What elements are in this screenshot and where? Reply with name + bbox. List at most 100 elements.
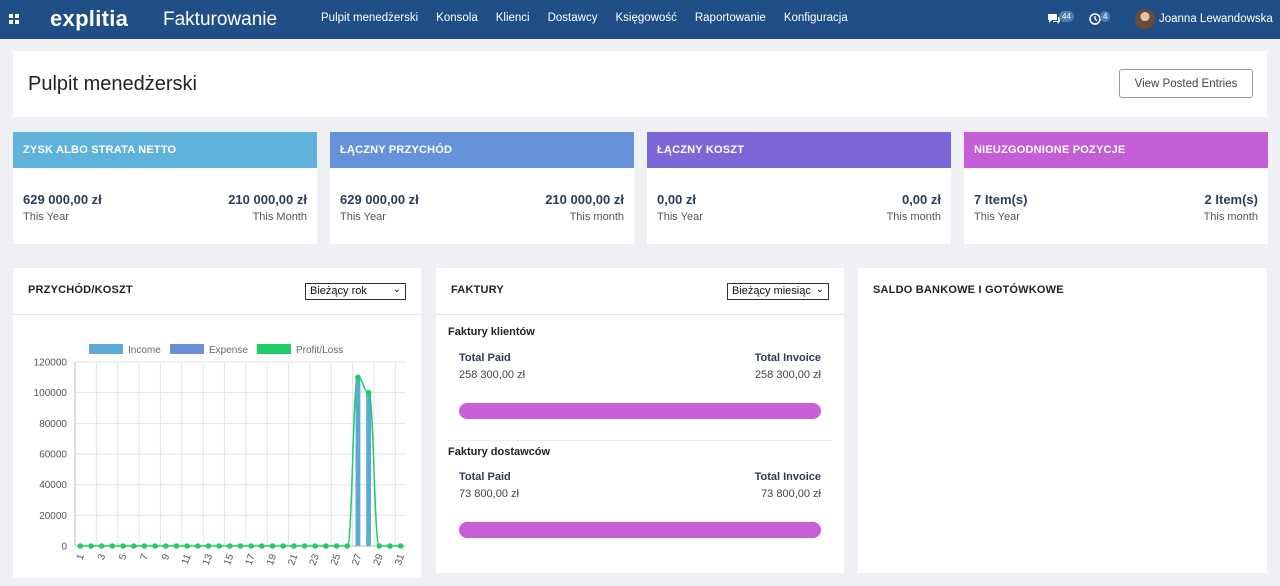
apps-grid-icon[interactable] (9, 14, 19, 24)
kpi-card-net-profit: ZYSK ALBO STRATA NETTO 629 000,00 zł Thi… (13, 132, 317, 244)
chat-icon[interactable]: 44 (1047, 11, 1074, 30)
page-header-card: Pulpit menedżerski View Posted Entries (13, 51, 1267, 117)
legend-label: Profit/Loss (296, 345, 343, 356)
x-tick-label: 23 (308, 552, 322, 567)
x-tick-label: 27 (350, 552, 364, 567)
income-bar (355, 377, 361, 546)
profit-loss-point (397, 543, 404, 549)
x-tick-label: 3 (96, 552, 108, 561)
profit-loss-point (98, 543, 105, 549)
income-bar (366, 392, 372, 546)
nav-item-raportowanie[interactable]: Raportowanie (694, 12, 766, 24)
kpi-left-value: 629 000,00 zł (23, 192, 102, 207)
kpi-right-label: This Month (252, 211, 307, 223)
profit-loss-point (355, 374, 361, 381)
revenue-cost-panel: PRZYCHÓD/KOSZT Bieżący rok ⌄ Income Expen… (13, 268, 421, 578)
x-tick-label: 17 (244, 552, 258, 567)
invoices-panel: FAKTURY Bieżący miesiąc ⌄ Faktury klient… (436, 268, 844, 573)
legend-swatch (170, 344, 204, 354)
logo[interactable]: explitia (50, 6, 129, 31)
kpi-right-label: This month (1203, 211, 1258, 223)
nav-item-konfiguracja[interactable]: Konfiguracja (783, 12, 848, 24)
x-tick-label: 9 (160, 552, 172, 561)
profit-loss-point (184, 543, 190, 549)
x-tick-label: 21 (286, 552, 300, 567)
page-title: Pulpit menedżerski (28, 73, 197, 95)
chevron-down-icon: ⌄ (392, 284, 401, 295)
profit-loss-point (387, 543, 393, 549)
x-tick-label: 5 (117, 552, 129, 561)
legend-swatch (257, 344, 291, 354)
kpi-left-label: This Year (23, 211, 69, 223)
x-tick-label: 7 (139, 552, 151, 561)
view-posted-entries-button[interactable]: View Posted Entries (1119, 69, 1253, 98)
profit-loss-point (280, 543, 287, 549)
profit-loss-point (344, 543, 351, 549)
client-total-paid-label: Total Paid (459, 352, 511, 364)
nav-item-konsola[interactable]: Konsola (436, 12, 478, 24)
profit-loss-point (194, 543, 201, 549)
nav-item-dostawcy[interactable]: Dostawcy (547, 12, 598, 24)
kpi-card-unreconciled: NIEUZGODNIONE POZYCJE 7 Item(s) This Yea… (964, 132, 1268, 244)
activity-count-badge: 4 (1100, 11, 1111, 22)
panel-title: PRZYCHÓD/KOSZT (28, 284, 133, 296)
profit-loss-point (259, 543, 265, 549)
activity-clock-icon[interactable]: 4 (1089, 11, 1111, 30)
panel-title: SALDO BANKOWE I GOTÓWKOWE (873, 284, 1064, 296)
x-tick-label: 11 (180, 552, 194, 566)
panel-title: FAKTURY (451, 284, 504, 296)
y-tick-label: 40000 (39, 480, 67, 491)
x-tick-label: 1 (75, 552, 87, 561)
nav-item-pulpit[interactable]: Pulpit menedżerski (321, 12, 419, 24)
kpi-card-total-cost: ŁĄCZNY KOSZT 0,00 zł This Year 0,00 zł T… (647, 132, 951, 244)
avatar[interactable] (1135, 9, 1155, 29)
supplier-payment-progress-bar (459, 522, 821, 538)
legend-label: Income (128, 345, 161, 356)
profit-loss-point (301, 543, 308, 549)
supplier-total-paid-label: Total Paid (459, 471, 511, 483)
kpi-title: ŁĄCZNY PRZYCHÓD (330, 132, 634, 168)
kpi-right-label: This month (886, 211, 941, 223)
profit-loss-point (88, 543, 94, 549)
profit-loss-point (216, 543, 222, 549)
client-invoices-title: Faktury klientów (448, 326, 535, 338)
kpi-left-value: 7 Item(s) (974, 192, 1028, 207)
profit-loss-point (162, 543, 169, 549)
y-tick-label: 120000 (34, 358, 68, 369)
kpi-left-label: This Year (340, 211, 386, 223)
profit-loss-point (120, 543, 126, 549)
profit-loss-point (141, 543, 148, 549)
divider (436, 314, 844, 315)
nav-item-klienci[interactable]: Klienci (495, 12, 530, 24)
divider (448, 440, 832, 441)
legend-swatch (89, 344, 123, 354)
kpi-right-value: 210 000,00 zł (545, 192, 624, 207)
main-nav: Pulpit menedżerski Konsola Klienci Dosta… (321, 12, 866, 24)
period-select[interactable]: Bieżący rok ⌄ (305, 283, 406, 300)
profit-loss-point (77, 543, 84, 549)
supplier-total-paid-value: 73 800,00 zł (459, 488, 519, 500)
client-total-invoice-label: Total Invoice (754, 352, 821, 364)
x-tick-label: 13 (201, 552, 215, 567)
x-tick-label: 31 (393, 552, 407, 567)
profit-loss-point (237, 543, 244, 549)
nav-item-ksiegowosc[interactable]: Księgowość (615, 12, 677, 24)
profit-loss-point (248, 543, 254, 549)
user-name[interactable]: Joanna Lewandowska (1159, 13, 1273, 25)
profit-loss-point (227, 543, 233, 549)
x-tick-label: 19 (265, 552, 279, 567)
client-total-paid-value: 258 300,00 zł (459, 369, 526, 381)
app-name: Fakturowanie (163, 9, 278, 30)
invoice-period-select[interactable]: Bieżący miesiąc ⌄ (727, 283, 829, 300)
profit-loss-point (312, 543, 319, 549)
kpi-card-total-revenue: ŁĄCZNY PRZYCHÓD 629 000,00 zł This Year … (330, 132, 634, 244)
x-tick-label: 15 (222, 552, 236, 567)
kpi-left-label: This Year (974, 211, 1020, 223)
profit-loss-point (323, 543, 329, 549)
chevron-down-icon: ⌄ (815, 284, 824, 295)
kpi-title: NIEUZGODNIONE POZYCJE (964, 132, 1268, 168)
profit-loss-point (269, 543, 276, 549)
x-tick-label: 29 (372, 552, 386, 567)
legend-label: Expense (209, 345, 248, 356)
kpi-right-label: This month (569, 211, 624, 223)
